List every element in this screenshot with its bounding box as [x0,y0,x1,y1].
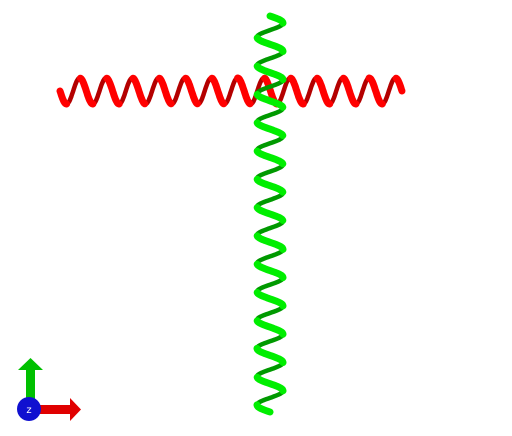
helix-ribbon-front [253,175,287,196]
helix-ribbon-front [253,204,287,224]
helix-ribbon-front [365,74,386,108]
green-helix-chain[interactable] [253,12,287,416]
helix-ribbon-back [254,389,286,407]
helix-ribbon-front [340,74,360,108]
helix-ribbon-front [253,373,287,395]
helix-ribbon-front [56,87,71,108]
helix-ribbon-front [155,74,175,108]
helix-ribbon-front [129,74,149,108]
x-axis-shaft [38,405,70,414]
helix-ribbon-front [253,91,287,111]
helix-ribbon-front [253,147,287,168]
helix-ribbon-front [253,317,287,338]
helix-ribbon-front [234,74,254,108]
helix-ribbon-front [253,401,274,416]
axes-triad: z [17,358,81,421]
helix-ribbon-front [253,260,287,282]
y-axis-arrowhead [18,358,43,370]
y-axis-shaft [26,370,35,402]
helix-ribbon-front [253,62,287,84]
z-axis-sphere [17,397,41,421]
helix-ribbon-front [253,289,287,310]
helix-ribbon-front [392,74,406,95]
helix-ribbon-front [253,119,287,139]
helix-ribbon-front [253,344,287,366]
helix-ribbon-front [76,74,97,108]
helix-ribbon-front [103,74,123,108]
helix-ribbon-front [208,74,228,108]
z-axis-label: z [26,405,31,416]
helix-ribbon-front [182,74,201,108]
helix-ribbon-front [253,232,287,253]
helix-ribbon-front [266,12,287,27]
helix-ribbon-front [287,74,307,108]
helix-ribbon-back [254,332,286,350]
helix-ribbon-front [313,74,334,108]
helix-ribbon-back [354,75,371,107]
x-axis-arrowhead [70,398,81,421]
helix-ribbon-front [253,34,287,55]
